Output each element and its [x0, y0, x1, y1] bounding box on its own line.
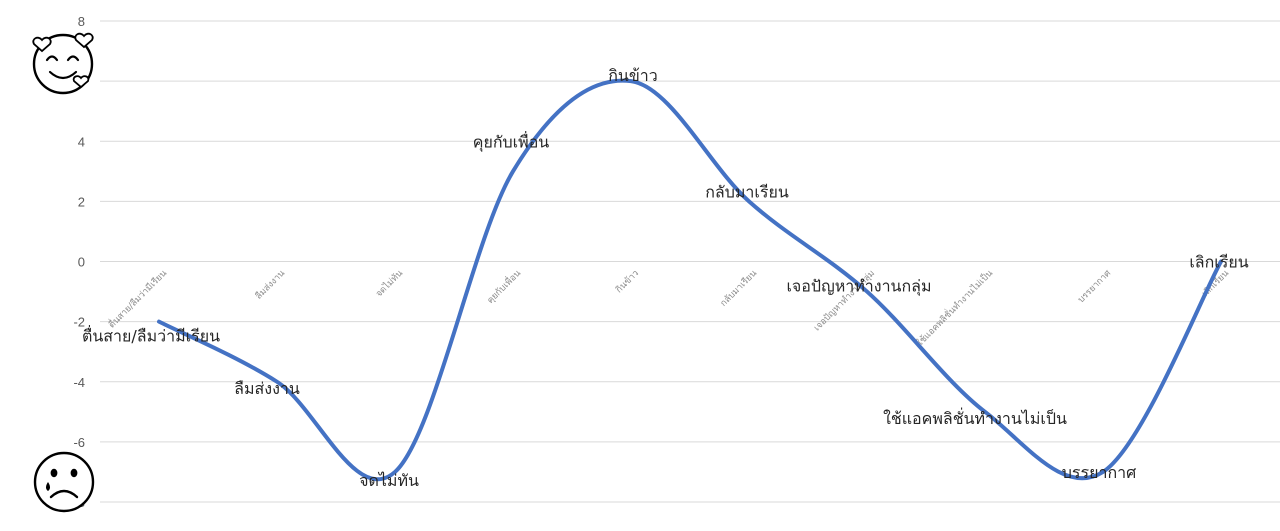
data-label: คุยกับเพื่อน — [473, 130, 550, 152]
smiling-face-with-hearts-icon — [32, 32, 94, 95]
x-tick-label: กินข้าว — [614, 268, 641, 295]
data-labels: ตื่นสาย/ลืมว่ามีเรียนลืมส่งงานจดไม่ทันคุ… — [82, 66, 1249, 490]
x-tick-label: คุยกับเพื่อน — [484, 266, 524, 306]
x-tick-label: จดไม่ทัน — [374, 268, 406, 300]
x-tick-label: บรรยากาศ — [1076, 268, 1113, 305]
data-label: กลับมาเรียน — [705, 182, 789, 201]
y-tick-label: -2 — [73, 315, 85, 330]
y-tick-label: -4 — [73, 375, 85, 390]
y-tick-label: 4 — [78, 134, 85, 149]
series-line — [157, 78, 1223, 482]
data-label: จดไม่ทัน — [359, 471, 419, 490]
data-label: กินข้าว — [608, 66, 658, 85]
data-label: เลิกเรียน — [1189, 253, 1248, 272]
x-axis-ticks: ตื่นสาย/ลืมว่ามีเรียน ลืมส่งงาน จดไม่ทัน คุ… — [105, 266, 1231, 348]
data-label: ใช้แอคพลิชั่นทำงานไม่เป็น — [883, 407, 1067, 428]
y-tick-label: -6 — [73, 435, 85, 450]
x-tick-label: ลืมส่งงาน — [253, 268, 287, 302]
crying-face-icon — [33, 451, 95, 513]
data-label: เจอปัญหาทำงานกลุ่ม — [786, 277, 931, 297]
y-tick-label: 0 — [78, 255, 85, 270]
y-tick-label: 8 — [78, 14, 85, 29]
data-label: ตื่นสาย/ลืมว่ามีเรียน — [82, 325, 220, 346]
y-tick-label: 2 — [78, 194, 85, 209]
x-tick-label: กลับมาเรียน — [718, 268, 759, 309]
data-label: บรรยากาศ — [1062, 463, 1137, 482]
gridlines — [100, 20, 1280, 503]
data-label: ลืมส่งงาน — [234, 379, 300, 398]
